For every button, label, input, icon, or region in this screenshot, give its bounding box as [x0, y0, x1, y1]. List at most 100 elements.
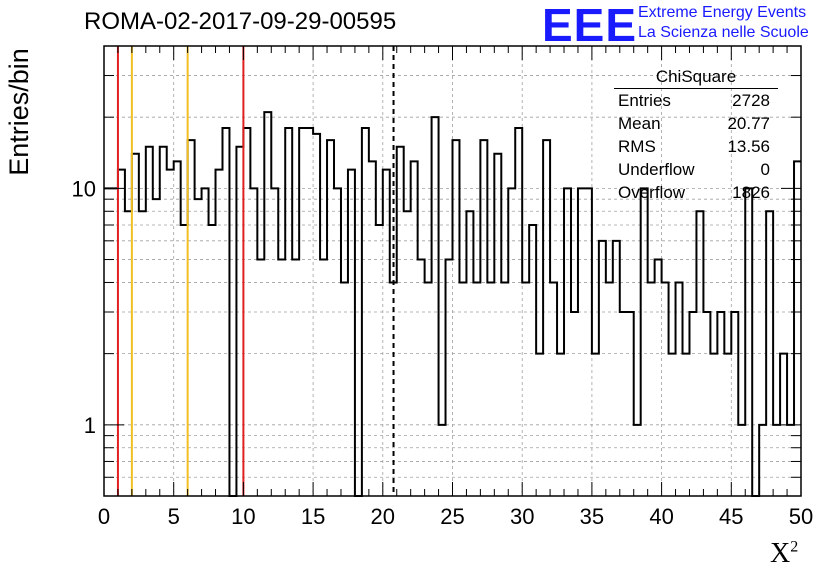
- histogram-bin: [494, 154, 501, 496]
- x-tick-label: 50: [789, 504, 813, 529]
- histogram-bin: [627, 312, 634, 496]
- histogram-bin: [459, 282, 466, 496]
- stats-value: 20.77: [727, 114, 770, 133]
- histogram-bin: [550, 282, 557, 496]
- histogram-bin: [383, 170, 390, 496]
- x-axis-label: X2: [770, 538, 798, 570]
- histogram-bin: [717, 312, 724, 496]
- stats-label: Entries: [618, 91, 671, 110]
- histogram-bin: [188, 140, 195, 496]
- histogram-bin: [167, 170, 174, 496]
- stats-row: Underflow 0: [612, 158, 778, 181]
- histogram-bin: [132, 154, 139, 496]
- histogram-bin: [348, 170, 355, 496]
- x-tick-label: 20: [371, 504, 395, 529]
- eee-logo: EEE: [542, 0, 638, 51]
- histogram-bin: [487, 282, 494, 496]
- y-tick-label: 10: [72, 176, 96, 201]
- logo-line-1: Extreme Energy Events: [638, 4, 807, 21]
- stats-row: Entries 2728: [612, 89, 778, 112]
- histogram-bin: [327, 140, 334, 496]
- histogram-bin: [250, 188, 257, 496]
- histogram-bin: [508, 188, 515, 496]
- histogram-bin: [613, 241, 620, 496]
- stats-value: 2728: [732, 91, 770, 110]
- marker-lines: [116, 46, 395, 496]
- histogram-bin: [745, 188, 752, 496]
- histogram-bin: [641, 188, 648, 496]
- stats-row: RMS 13.56: [612, 135, 778, 158]
- histogram-bin: [676, 282, 683, 496]
- stats-label: Underflow: [618, 160, 695, 179]
- histogram-bin: [620, 312, 627, 496]
- histogram-bin: [585, 188, 592, 496]
- histogram-bin: [376, 225, 383, 496]
- x-tick-label: 30: [510, 504, 534, 529]
- stats-label: Overflow: [618, 183, 686, 202]
- histogram-bin: [292, 260, 299, 496]
- histogram-bin: [731, 312, 738, 496]
- histogram-bin: [341, 282, 348, 496]
- tick-labels: 0 5 10 15 20 25 30 35 40 45 50 1 10: [72, 176, 814, 529]
- x-tick-label: 45: [719, 504, 743, 529]
- y-tick-label: 1: [84, 413, 96, 438]
- histogram-bin: [473, 282, 480, 496]
- histogram-bin: [334, 188, 341, 496]
- histogram-bin: [257, 260, 264, 496]
- histogram-bin: [111, 188, 118, 496]
- histogram-bin: [418, 260, 425, 496]
- histogram-bin: [599, 241, 606, 496]
- histogram-bin: [446, 260, 453, 496]
- histogram-bin: [320, 260, 327, 496]
- stats-title: ChiSquare: [614, 67, 778, 89]
- axis-ticks: [103, 46, 802, 496]
- logo-line-2: La Scienza nelle Scuole: [638, 24, 809, 41]
- x-tick-label: 35: [580, 504, 604, 529]
- histogram-bin: [501, 282, 508, 496]
- histogram-bin: [662, 282, 669, 496]
- histogram-bin: [655, 260, 662, 496]
- histogram-bin: [578, 188, 585, 496]
- histogram-bin: [195, 199, 202, 496]
- x-tick-label: 5: [168, 504, 180, 529]
- histogram-bin: [480, 140, 487, 496]
- x-axis-label-superscript: 2: [790, 538, 799, 556]
- x-tick-label: 15: [301, 504, 325, 529]
- histogram-bin: [689, 312, 696, 496]
- stats-row: Mean 20.77: [612, 112, 778, 135]
- x-tick-label: 0: [98, 504, 110, 529]
- histogram-bin: [703, 312, 710, 496]
- stats-value: 1826: [732, 183, 770, 202]
- chart-title: ROMA-02-2017-09-29-00595: [84, 8, 397, 35]
- histogram-bin: [606, 282, 613, 496]
- histogram-bin: [264, 112, 271, 496]
- histogram-bin: [181, 225, 188, 496]
- x-tick-label: 25: [440, 504, 464, 529]
- histogram-bin: [571, 312, 578, 496]
- stats-label: Mean: [618, 114, 661, 133]
- y-axis-label-text: Entries/bin: [4, 48, 34, 176]
- histogram-bin: [104, 188, 111, 496]
- histogram-bin: [216, 170, 223, 496]
- histogram-line: [104, 111, 801, 497]
- histogram-bin: [278, 260, 285, 496]
- histogram-bin: [543, 140, 550, 496]
- histogram-bin: [522, 282, 529, 496]
- x-axis-label-text: X: [770, 538, 791, 569]
- histogram-bin: [453, 140, 460, 496]
- histogram-bin: [118, 170, 125, 496]
- histogram-bin: [648, 282, 655, 496]
- stats-value: 0: [760, 160, 770, 179]
- histogram-bin: [432, 117, 439, 496]
- histogram-bin: [153, 199, 160, 496]
- stats-row: Overflow 1826: [612, 181, 778, 204]
- histogram-series: [104, 111, 801, 497]
- x-tick-label: 10: [231, 504, 255, 529]
- x-tick-label: 40: [649, 504, 673, 529]
- histogram-bin: [271, 188, 278, 496]
- histogram-bin: [529, 225, 536, 496]
- histogram-bin: [209, 225, 216, 496]
- histogram-bin: [564, 188, 571, 496]
- stats-label: RMS: [618, 137, 656, 156]
